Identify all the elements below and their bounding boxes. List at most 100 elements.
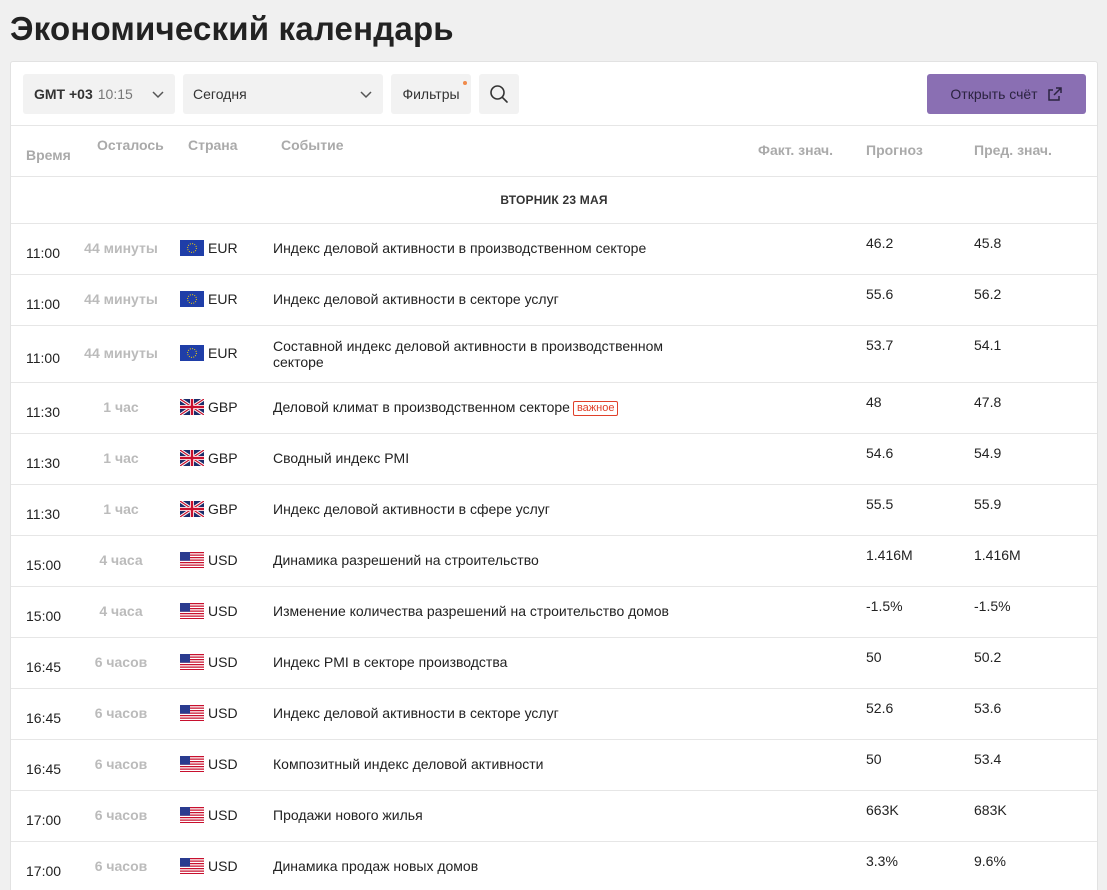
table-row[interactable]: 11:00 44 минуты EUR Индекс деловой активнос…	[11, 224, 1097, 275]
time-remaining: 6 часов	[94, 654, 148, 670]
us-flag-icon	[180, 756, 204, 772]
forecast-value: 46.2	[866, 235, 894, 251]
currency-code: GBP	[208, 399, 238, 415]
event-time: 11:30	[26, 506, 60, 522]
event-title[interactable]: Композитный индекс деловой активности	[273, 756, 544, 772]
forecast-value: 663K	[866, 802, 899, 818]
event-title[interactable]: Динамика разрешений на строительство	[273, 552, 539, 568]
event-title[interactable]: Изменение количества разрешений на строи…	[273, 603, 669, 619]
currency-code: GBP	[208, 501, 238, 517]
event-time: 17:00	[26, 863, 62, 879]
previous-value: 683K	[974, 802, 1007, 818]
forecast-value: 52.6	[866, 700, 894, 716]
table-row[interactable]: 16:45 6 часов USD Индекс деловой активности…	[11, 689, 1097, 740]
country-cell: EUR	[180, 345, 238, 361]
currency-code: USD	[208, 756, 238, 772]
event-title[interactable]: Индекс деловой активности в сфере услуг	[273, 501, 550, 517]
column-time: Время	[26, 147, 71, 163]
currency-code: USD	[208, 807, 238, 823]
eu-flag-icon	[180, 291, 204, 307]
table-row[interactable]: 15:00 4 часа USD Изменение количества разре…	[11, 587, 1097, 638]
us-flag-icon	[180, 807, 204, 823]
table-row[interactable]: 11:00 44 минуты EUR Индекс деловой активнос…	[11, 275, 1097, 326]
forecast-value: 50	[866, 751, 882, 767]
day-label: ВТОРНИК 23 МАЯ	[500, 193, 608, 207]
event-time: 11:30	[26, 455, 60, 471]
time-remaining: 4 часа	[99, 603, 143, 619]
previous-value: 54.9	[974, 445, 1002, 461]
filters-label: Фильтры	[402, 86, 460, 102]
eu-flag-icon	[180, 345, 204, 361]
column-country: Страна	[188, 137, 238, 153]
country-cell: USD	[180, 603, 238, 619]
event-title[interactable]: Деловой климат в производственном сектор…	[273, 399, 570, 415]
uk-flag-icon	[180, 399, 204, 415]
column-previous: Пред. знач.	[974, 142, 1052, 158]
external-link-icon	[1047, 87, 1062, 101]
event-title[interactable]: Индекс деловой активности в производстве…	[273, 240, 647, 256]
currency-code: GBP	[208, 450, 238, 466]
forecast-value: 54.6	[866, 445, 894, 461]
previous-value: 45.8	[974, 235, 1002, 251]
previous-value: 55.9	[974, 496, 1002, 512]
filters-button[interactable]: Фильтры	[391, 74, 471, 114]
event-title[interactable]: Сводный индекс PMI	[273, 450, 410, 466]
forecast-value: 1.416M	[866, 547, 913, 563]
country-cell: USD	[180, 654, 238, 670]
event-title[interactable]: Индекс деловой активности в секторе услу…	[273, 291, 559, 307]
chevron-down-icon	[360, 91, 372, 99]
country-cell: USD	[180, 705, 238, 721]
event-title[interactable]: Составной индекс деловой активности в пр…	[273, 338, 664, 370]
table-row[interactable]: 17:00 6 часов USD Динамика продаж новых дом…	[11, 842, 1097, 890]
currency-code: EUR	[208, 345, 238, 361]
event-title[interactable]: Динамика продаж новых домов	[273, 858, 479, 874]
timezone-label: GMT +03	[34, 86, 93, 102]
events-list: 11:00 44 минуты EUR Индекс деловой активнос…	[11, 224, 1097, 890]
table-row[interactable]: 16:45 6 часов USD Композитный индекс делово…	[11, 740, 1097, 791]
table-row[interactable]: 11:30 1 час GBP Деловой климат в производст…	[11, 383, 1097, 434]
currency-code: USD	[208, 858, 238, 874]
us-flag-icon	[180, 603, 204, 619]
table-row[interactable]: 17:00 6 часов USD Продажи нового жилья 663K 6…	[11, 791, 1097, 842]
event-time: 16:45	[26, 761, 62, 777]
column-remaining: Осталось	[97, 137, 164, 153]
table-row[interactable]: 11:30 1 час GBP Индекс деловой активности в…	[11, 485, 1097, 536]
time-remaining: 6 часов	[94, 705, 148, 721]
date-select[interactable]: Сегодня	[183, 74, 383, 114]
currency-code: USD	[208, 603, 238, 619]
column-event: Событие	[281, 137, 344, 153]
table-row[interactable]: 11:00 44 минуты EUR Составной индекс делово…	[11, 326, 1097, 383]
us-flag-icon	[180, 858, 204, 874]
country-cell: GBP	[180, 399, 238, 415]
table-row[interactable]: 15:00 4 часа USD Динамика разрешений на стр…	[11, 536, 1097, 587]
search-button[interactable]	[479, 74, 519, 114]
eu-flag-icon	[180, 240, 204, 256]
country-cell: USD	[180, 552, 238, 568]
event-time: 11:30	[26, 404, 60, 420]
calendar-panel: GMT +03 10:15 Сегодня Фильтры Открыть сч…	[10, 61, 1098, 890]
table-row[interactable]: 16:45 6 часов USD Индекс PMI в секторе прои…	[11, 638, 1097, 689]
us-flag-icon	[180, 552, 204, 568]
event-title[interactable]: Продажи нового жилья	[273, 807, 423, 823]
event-title-cell: Сводный индекс PMI	[273, 450, 693, 466]
currency-code: EUR	[208, 291, 238, 307]
time-remaining: 44 минуты	[84, 291, 158, 307]
event-title[interactable]: Индекс PMI в секторе производства	[273, 654, 508, 670]
time-remaining: 1 час	[103, 501, 139, 517]
table-row[interactable]: 11:30 1 час GBP Сводный индекс PMI 54.6 54.9	[11, 434, 1097, 485]
event-title-cell: Индекс деловой активности в производстве…	[273, 240, 693, 256]
event-time: 16:45	[26, 710, 62, 726]
open-account-button[interactable]: Открыть счёт	[927, 74, 1086, 114]
event-title-cell: Композитный индекс деловой активности	[273, 756, 693, 772]
timezone-select[interactable]: GMT +03 10:15	[23, 74, 175, 114]
event-time: 16:45	[26, 659, 62, 675]
event-time: 17:00	[26, 812, 62, 828]
event-title[interactable]: Индекс деловой активности в секторе услу…	[273, 705, 559, 721]
previous-value: 56.2	[974, 286, 1002, 302]
currency-code: USD	[208, 654, 238, 670]
time-remaining: 44 минуты	[84, 240, 158, 256]
search-icon	[490, 85, 508, 103]
forecast-value: 3.3%	[866, 853, 898, 869]
time-remaining: 6 часов	[94, 807, 148, 823]
uk-flag-icon	[180, 450, 204, 466]
